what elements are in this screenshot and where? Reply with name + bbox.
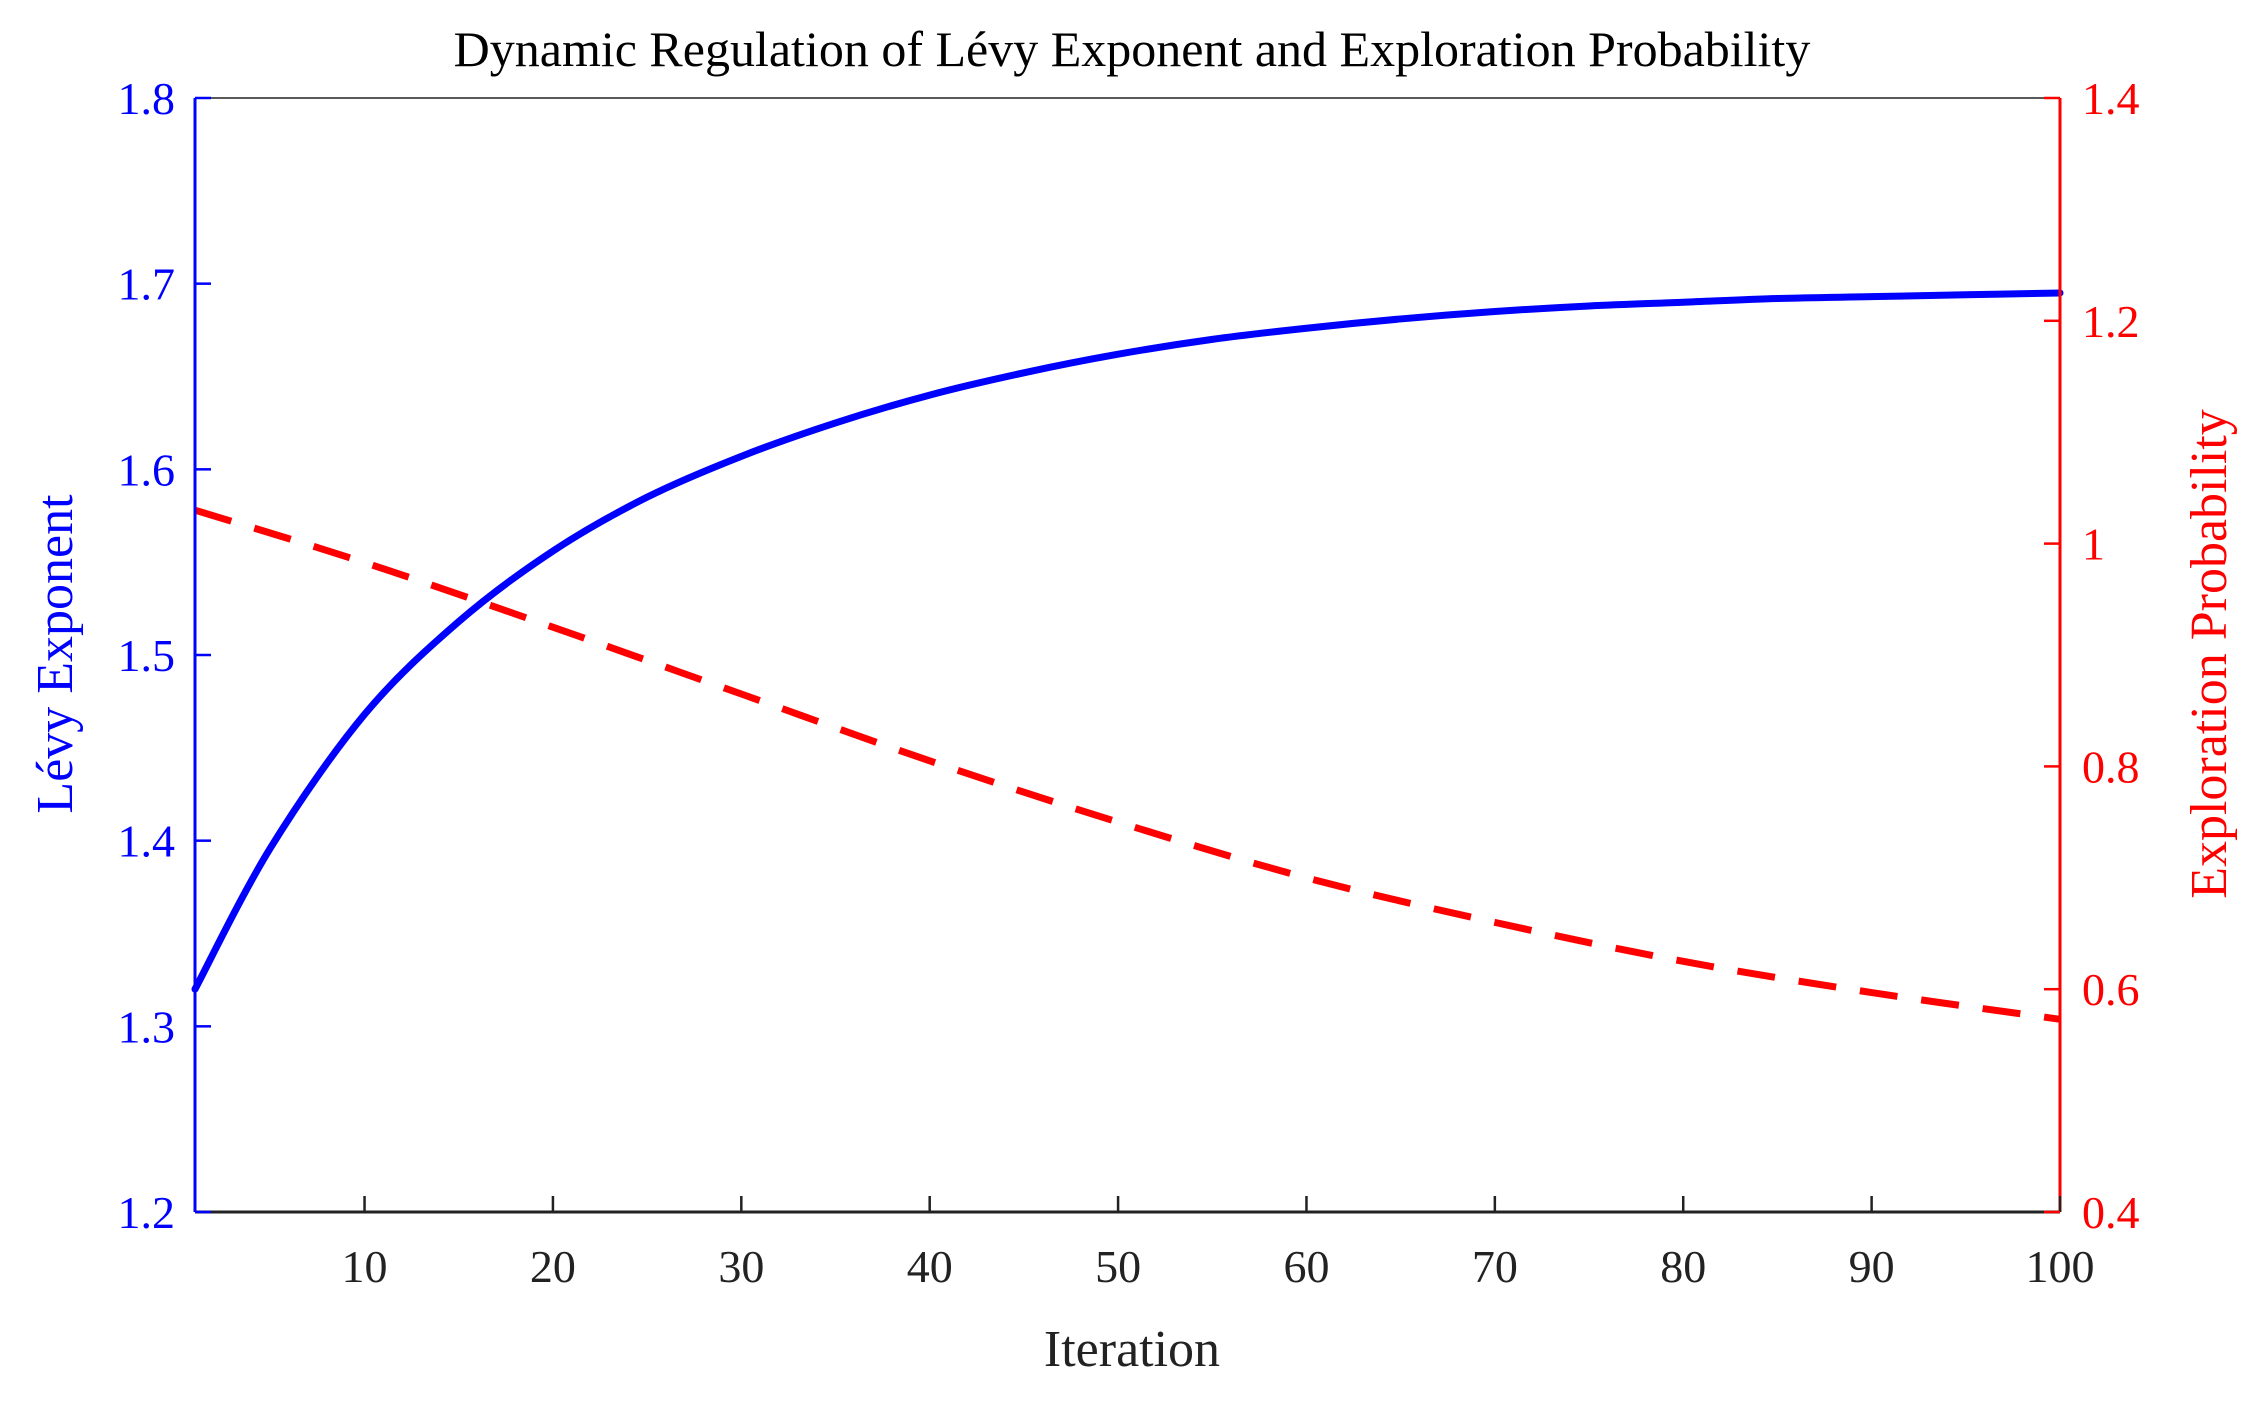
y-right-tick-label: 0.8: [2082, 741, 2140, 792]
y-left-tick-label: 1.2: [118, 1187, 176, 1238]
y-right-tick-label: 1: [2082, 519, 2105, 570]
x-tick-label: 10: [342, 1241, 388, 1292]
x-tick-label: 20: [530, 1241, 576, 1292]
levy-exponent-line: [191, 289, 2064, 993]
y-left-tick-label: 1.3: [118, 1001, 176, 1052]
y-right-tick-label: 0.4: [2082, 1187, 2140, 1238]
y-axis-label-right: Exploration Probability: [2181, 409, 2238, 899]
ticks-layer: 10 20 30 40 50 60 70 80 90 100 1.2 1.3 1.4 1.5 1.6 1.7 1…: [118, 73, 2140, 1292]
y-right-tick-label: 1.2: [2082, 296, 2140, 347]
x-tick-label: 70: [1472, 1241, 1518, 1292]
chart-title: Dynamic Regulation of Lévy Exponent and …: [454, 21, 1811, 77]
y-axis-label-left: Lévy Exponent: [27, 494, 84, 814]
y-left-tick-label: 1.6: [118, 444, 176, 495]
x-tick-label: 80: [1660, 1241, 1706, 1292]
y-left-tick-label: 1.8: [118, 73, 176, 124]
x-tick-label: 100: [2026, 1241, 2095, 1292]
x-tick-label: 60: [1283, 1241, 1329, 1292]
y-left-tick-label: 1.5: [118, 630, 176, 681]
y-left-tick-label: 1.4: [118, 816, 176, 867]
series-layer: [191, 289, 2064, 1023]
x-tick-label: 50: [1095, 1241, 1141, 1292]
exploration-probability-line: [193, 506, 2061, 1023]
y-right-tick-label: 0.6: [2082, 964, 2140, 1015]
x-tick-label: 30: [718, 1241, 764, 1292]
x-axis-label: Iteration: [1044, 1321, 1220, 1378]
y-left-tick-label: 1.7: [118, 259, 176, 310]
x-tick-label: 40: [907, 1241, 953, 1292]
x-tick-label: 90: [1849, 1241, 1895, 1292]
y-right-tick-label: 1.4: [2082, 73, 2140, 124]
